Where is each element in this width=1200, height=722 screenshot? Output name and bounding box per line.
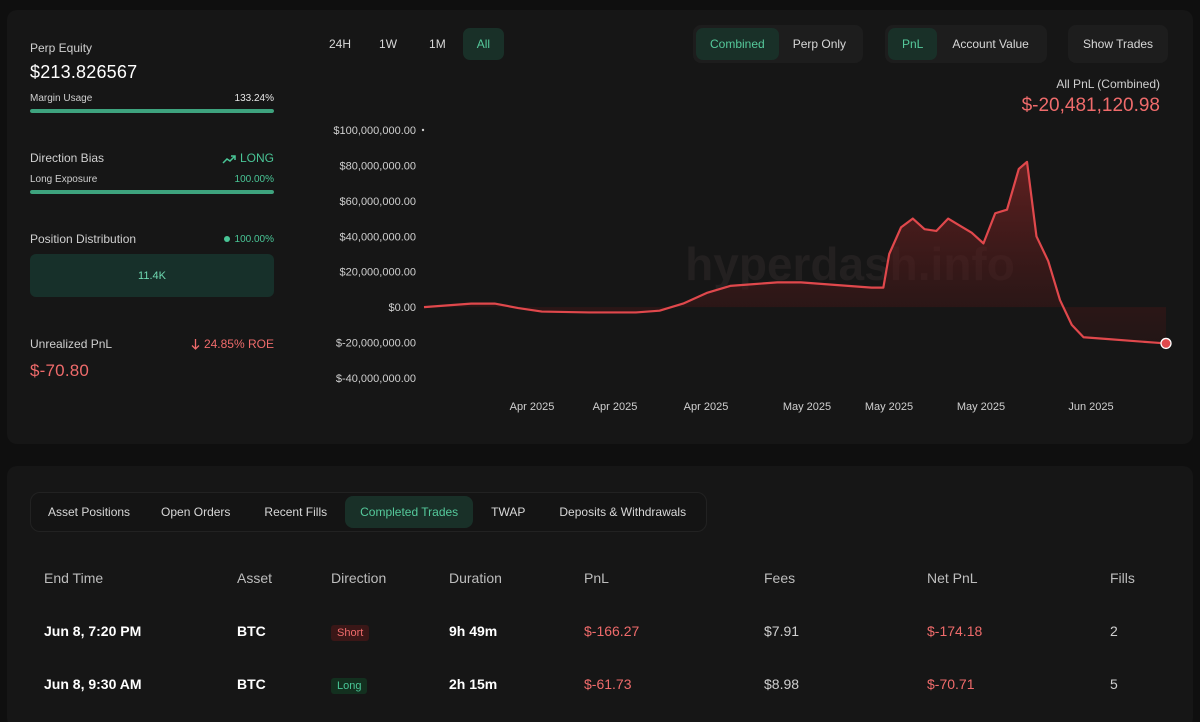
margin-usage-label: Margin Usage: [30, 93, 93, 104]
x-tick-label: Jun 2025: [1068, 401, 1113, 413]
col-direction[interactable]: Direction: [331, 570, 387, 586]
net-pnl: $-70.71: [927, 676, 975, 692]
col-asset[interactable]: Asset: [237, 570, 273, 586]
direction-badge: Short: [331, 625, 370, 641]
margin-usage-bar-fill: [30, 109, 274, 113]
fills: 2: [1110, 623, 1118, 639]
tab-asset-positions[interactable]: Asset Positions: [48, 505, 131, 519]
arrow-down-icon: [191, 339, 200, 351]
position-distribution-box[interactable]: 11.4K: [30, 254, 274, 297]
pnl-header-value: $-20,481,120.98: [1021, 95, 1160, 116]
x-tick-label: Apr 2025: [510, 401, 555, 413]
metric-pnl[interactable]: PnL: [888, 28, 938, 60]
col-fills[interactable]: Fills: [1110, 570, 1135, 586]
metric-toggle: PnL Account Value: [885, 25, 1047, 63]
x-tick-label: Apr 2025: [593, 401, 638, 413]
scope-perp-only[interactable]: Perp Only: [792, 37, 847, 51]
pnl-area: [424, 161, 1166, 344]
x-tick-label: Apr 2025: [684, 401, 729, 413]
pnl: $-166.27: [584, 623, 640, 639]
perp-equity-label: Perp Equity: [30, 41, 93, 55]
col-pnl[interactable]: PnL: [584, 570, 609, 586]
col-end-time[interactable]: End Time: [44, 570, 104, 586]
margin-usage-bar: [30, 109, 274, 113]
long-exposure-value: 100.00%: [234, 174, 274, 185]
pnl-line: [423, 160, 1167, 345]
status-dot-icon: [223, 235, 230, 242]
table-row[interactable]: Jun 8, 7:20 PM BTC Short 9h 49m $-166.27…: [44, 623, 1164, 676]
pnl-header-label: All PnL (Combined): [1056, 77, 1160, 91]
y-tick-label: $20,000,000.00: [340, 267, 416, 279]
col-duration[interactable]: Duration: [449, 570, 502, 586]
margin-usage-value: 133.24%: [234, 93, 274, 104]
completed-trades-table: End Time Asset Direction Duration PnL Fe…: [44, 570, 1164, 722]
tab-deposits-withdrawals[interactable]: Deposits & Withdrawals: [559, 505, 687, 519]
y-axis-marker: [421, 128, 425, 132]
range-24h[interactable]: 24H: [329, 37, 352, 51]
asset: BTC: [237, 623, 266, 639]
y-tick-label: $-40,000,000.00: [336, 373, 416, 385]
trending-up-icon: [222, 155, 236, 164]
tab-completed-trades[interactable]: Completed Trades: [345, 496, 474, 528]
pnl-end-point: [1160, 337, 1172, 350]
duration: 9h 49m: [449, 623, 498, 639]
tab-recent-fills[interactable]: Recent Fills: [264, 505, 328, 519]
table-row[interactable]: Jun 8, 9:30 AM BTC Long 2h 15m $-61.73 $…: [44, 676, 1164, 722]
y-tick-label: $60,000,000.00: [340, 196, 416, 208]
asset: BTC: [237, 676, 266, 692]
range-1w[interactable]: 1W: [379, 37, 398, 51]
direction-bias-value: LONG: [239, 151, 274, 165]
end-time: Jun 8, 9:30 AM: [44, 676, 142, 692]
x-tick-label: May 2025: [865, 401, 913, 413]
y-tick-label: $0.00: [388, 302, 416, 314]
time-range-selector: 24H 1W 1M All: [318, 28, 505, 60]
x-tick-label: May 2025: [957, 401, 1005, 413]
unrealized-pnl-value: $-70.80: [30, 361, 90, 380]
y-tick-label: $40,000,000.00: [340, 231, 416, 243]
show-trades-wrap: Show Trades: [1068, 25, 1169, 63]
scope-combined[interactable]: Combined: [696, 28, 779, 60]
col-net-pnl[interactable]: Net PnL: [927, 570, 978, 586]
fees: $7.91: [764, 623, 800, 639]
unrealized-pnl-label: Unrealized PnL: [30, 337, 113, 351]
duration: 2h 15m: [449, 676, 498, 692]
end-time: Jun 8, 7:20 PM: [44, 623, 142, 639]
account-stats: Perp Equity $213.826567 Margin Usage 133…: [30, 30, 274, 381]
y-tick-label: $-20,000,000.00: [336, 338, 416, 350]
direction-bias-label: Direction Bias: [30, 151, 105, 165]
range-all[interactable]: All: [462, 28, 505, 60]
position-distribution-value: 100.00%: [234, 233, 274, 245]
position-distribution-label: Position Distribution: [30, 232, 137, 246]
show-trades-button[interactable]: Show Trades: [1083, 37, 1154, 51]
fills: 5: [1110, 676, 1118, 692]
x-tick-label: May 2025: [783, 401, 831, 413]
positions-tabs: Asset Positions Open Orders Recent Fills…: [30, 492, 708, 532]
unrealized-roe: 24.85% ROE: [203, 337, 274, 351]
scope-toggle: Combined Perp Only: [693, 25, 864, 63]
y-tick-label: $100,000,000.00: [333, 125, 416, 137]
tab-open-orders[interactable]: Open Orders: [161, 505, 231, 519]
net-pnl: $-174.18: [927, 623, 983, 639]
pnl-chart[interactable]: hyperdash.info$100,000,000.00$80,000,000…: [310, 120, 1180, 420]
long-exposure-bar-fill: [30, 190, 274, 194]
pnl: $-61.73: [584, 676, 632, 692]
long-exposure-bar: [30, 190, 274, 194]
fees: $8.98: [764, 676, 800, 692]
metric-account-value[interactable]: Account Value: [952, 37, 1029, 51]
long-exposure-label: Long Exposure: [30, 174, 98, 185]
direction-badge: Long: [331, 678, 368, 694]
tab-twap[interactable]: TWAP: [491, 505, 526, 519]
col-fees[interactable]: Fees: [764, 570, 796, 586]
y-tick-label: $80,000,000.00: [340, 160, 416, 172]
pnl-header: All PnL (Combined) $-20,481,120.98: [1022, 77, 1160, 117]
range-1m[interactable]: 1M: [429, 37, 446, 51]
table-header: End Time Asset Direction Duration PnL Fe…: [44, 570, 1164, 623]
perp-equity-value: $213.826567: [30, 62, 138, 82]
